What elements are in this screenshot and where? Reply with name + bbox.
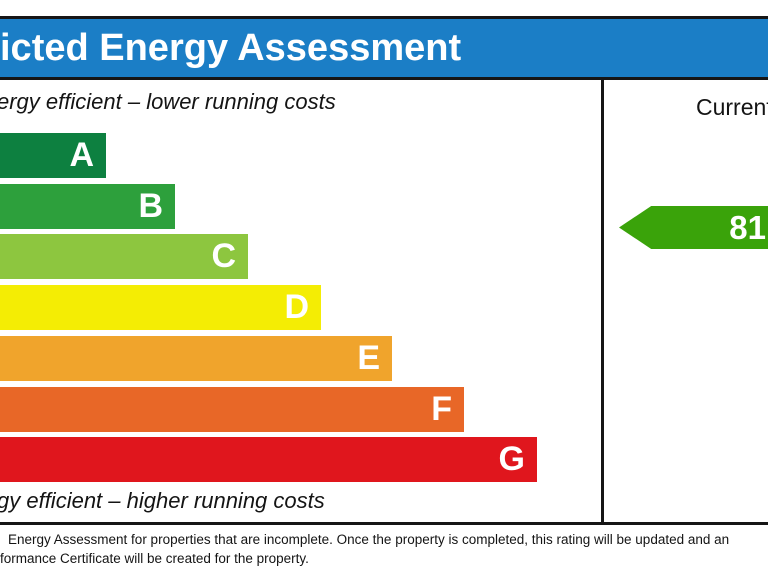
footer-disclaimer-line-2: formance Certificate will be created for… <box>0 551 309 566</box>
band-c: C <box>0 234 248 279</box>
page-title: icted Energy Assessment <box>0 27 462 69</box>
current-rating-value: 81 <box>729 209 766 246</box>
efficiency-label-top: ergy efficient – lower running costs <box>0 89 336 114</box>
energy-rating-chart: ergy efficient – lower running costs A B C… <box>0 80 768 525</box>
current-rating-arrow: 81 <box>619 206 768 249</box>
band-letter-b: B <box>138 187 163 225</box>
band-letter-d: D <box>284 288 309 326</box>
band-letter-c: C <box>211 237 236 275</box>
band-letter-g: G <box>498 440 525 478</box>
footer-disclaimer-line-1: Energy Assessment for properties that ar… <box>8 532 730 547</box>
band-letter-e: E <box>357 339 380 377</box>
band-d: D <box>0 285 321 330</box>
band-letter-f: F <box>431 390 452 428</box>
band-a: A <box>0 133 106 178</box>
band-e: E <box>0 336 392 381</box>
column-divider <box>601 80 604 522</box>
band-letter-a: A <box>69 136 94 174</box>
band-f: F <box>0 387 464 432</box>
current-column-header: Current <box>696 94 768 120</box>
efficiency-label-bottom: gy efficient – higher running costs <box>0 488 325 513</box>
band-g: G <box>0 437 537 482</box>
title-bar: icted Energy Assessment <box>0 16 768 80</box>
band-b: B <box>0 184 175 229</box>
